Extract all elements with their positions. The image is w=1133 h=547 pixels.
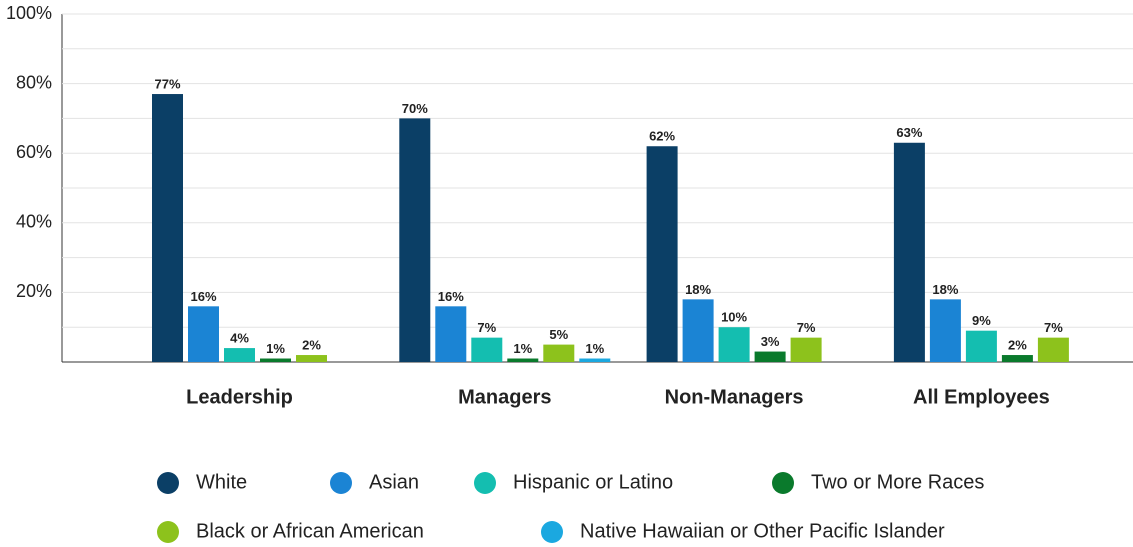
legend-swatch xyxy=(157,521,179,543)
legend-swatch xyxy=(330,472,352,494)
data-label: 5% xyxy=(549,327,568,342)
data-label: 70% xyxy=(402,101,428,116)
bar xyxy=(260,358,291,362)
legend-label: Native Hawaiian or Other Pacific Islande… xyxy=(580,520,945,542)
data-label: 2% xyxy=(302,337,321,352)
bar xyxy=(929,299,961,362)
data-label: 1% xyxy=(513,341,532,356)
x-tick-label: All Employees xyxy=(913,386,1050,408)
legend-swatch xyxy=(541,521,563,543)
y-tick-label: 60% xyxy=(16,142,52,162)
bar xyxy=(399,118,431,363)
data-label: 1% xyxy=(266,341,285,356)
bar xyxy=(682,299,714,362)
legend-swatch xyxy=(474,472,496,494)
bar xyxy=(152,94,183,362)
bar xyxy=(718,327,750,362)
bar xyxy=(224,348,255,362)
bar xyxy=(965,330,997,362)
legend-label: White xyxy=(196,471,247,493)
data-label: 16% xyxy=(190,289,216,304)
data-label: 2% xyxy=(1008,337,1027,352)
data-label: 4% xyxy=(230,331,249,346)
legend-swatch xyxy=(772,472,794,494)
data-label: 9% xyxy=(972,313,991,328)
bar xyxy=(579,358,611,362)
bar xyxy=(646,146,678,362)
data-label: 7% xyxy=(1044,320,1063,335)
data-label: 7% xyxy=(797,320,816,335)
bar xyxy=(1037,337,1069,362)
bar xyxy=(507,358,539,362)
data-label: 16% xyxy=(438,289,464,304)
legend-label: Two or More Races xyxy=(811,471,984,493)
y-tick-label: 100% xyxy=(6,3,52,23)
bar xyxy=(893,142,925,362)
bar xyxy=(754,351,786,362)
data-label: 63% xyxy=(896,125,922,140)
x-tick-label: Non-Managers xyxy=(665,386,804,408)
bar xyxy=(471,337,503,362)
x-tick-label: Managers xyxy=(458,386,551,408)
data-label: 62% xyxy=(649,129,675,144)
bar xyxy=(435,306,467,362)
data-label: 3% xyxy=(761,334,780,349)
bar xyxy=(296,355,327,362)
data-label: 18% xyxy=(685,282,711,297)
x-tick-label: Leadership xyxy=(186,386,293,408)
data-label: 7% xyxy=(477,320,496,335)
bar xyxy=(543,344,575,362)
data-label: 10% xyxy=(721,310,747,325)
data-label: 18% xyxy=(932,282,958,297)
data-label: 1% xyxy=(585,341,604,356)
y-tick-label: 80% xyxy=(16,72,52,92)
bar xyxy=(1001,355,1033,362)
legend-swatch xyxy=(157,472,179,494)
legend-label: Asian xyxy=(369,471,419,493)
bar xyxy=(188,306,219,362)
legend-label: Hispanic or Latino xyxy=(513,471,673,493)
data-label: 77% xyxy=(154,76,180,91)
y-tick-label: 40% xyxy=(16,212,52,232)
legend-label: Black or African American xyxy=(196,520,424,542)
y-tick-label: 20% xyxy=(16,281,52,301)
bar xyxy=(790,337,822,362)
